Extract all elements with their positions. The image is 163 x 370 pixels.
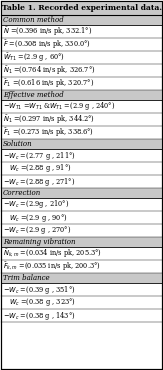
Text: $W_c$ =(2.9 g , 90°): $W_c$ =(2.9 g , 90°) xyxy=(9,212,67,223)
Text: $\bar{F}$ =(0.308 in/s pk, 330.0°): $\bar{F}$ =(0.308 in/s pk, 330.0°) xyxy=(3,38,91,51)
Text: Correction: Correction xyxy=(3,189,41,197)
Bar xyxy=(1,188,162,198)
Text: $\bar{F}_{k,m}$ =(0.035 in/s pk, 200.3°): $\bar{F}_{k,m}$ =(0.035 in/s pk, 200.3°) xyxy=(3,260,101,273)
Bar xyxy=(1,90,162,100)
Bar xyxy=(1,139,162,149)
Bar xyxy=(1,237,162,247)
Text: $\bar{F}_1$ =(0.273 in/s pk, 338.6°): $\bar{F}_1$ =(0.273 in/s pk, 338.6°) xyxy=(3,126,94,139)
Text: $-W_c$ =(0.39 g , 351°): $-W_c$ =(0.39 g , 351°) xyxy=(3,283,75,296)
Text: $W_c$ =(0.38 g , 323°): $W_c$ =(0.38 g , 323°) xyxy=(9,296,76,309)
Text: $\bar{N}_1$ =(0.764 in/s pk, 326.7°): $\bar{N}_1$ =(0.764 in/s pk, 326.7°) xyxy=(3,64,96,77)
Text: $-W_c$ =(2.77 g , 211°): $-W_c$ =(2.77 g , 211°) xyxy=(3,149,76,161)
Text: Common method: Common method xyxy=(3,16,64,24)
Text: $W_c$ =(2.88 g , 91°): $W_c$ =(2.88 g , 91°) xyxy=(9,162,72,175)
Bar xyxy=(1,15,162,25)
Text: $\bar{N}$ =(0.396 in/s pk, 332.1°): $\bar{N}$ =(0.396 in/s pk, 332.1°) xyxy=(3,25,92,38)
Text: $\bar{W}_{T1}$ =(2.9 g , 60°): $\bar{W}_{T1}$ =(2.9 g , 60°) xyxy=(3,51,65,64)
Text: $\bar{N}_{k,m}$ =(0.034 in/s pk, 205.3°): $\bar{N}_{k,m}$ =(0.034 in/s pk, 205.3°) xyxy=(3,247,102,260)
Text: $\bar{N}_1$ =(0.297 in/s pk, 344.2°): $\bar{N}_1$ =(0.297 in/s pk, 344.2°) xyxy=(3,113,95,126)
Bar xyxy=(1,1,162,15)
Text: $-W_c$ =(2.9g , 210°): $-W_c$ =(2.9g , 210°) xyxy=(3,198,69,211)
Text: $-W_c$ =(0.38 g , 143°): $-W_c$ =(0.38 g , 143°) xyxy=(3,309,75,322)
Text: Trim balance: Trim balance xyxy=(3,274,50,282)
Text: Effective method: Effective method xyxy=(3,91,64,99)
Text: $\bar{F}_1$ =(0.616 in/s pk, 320.7°): $\bar{F}_1$ =(0.616 in/s pk, 320.7°) xyxy=(3,77,94,90)
Text: $-W_c$ =(2.88 g , 271°): $-W_c$ =(2.88 g , 271°) xyxy=(3,175,75,188)
Text: Remaining vibration: Remaining vibration xyxy=(3,238,75,246)
Text: $-W_{T1}$ =$W_{T1}$ &$W_{T1}$ =(2.9 g , 240°): $-W_{T1}$ =$W_{T1}$ &$W_{T1}$ =(2.9 g , … xyxy=(3,101,115,112)
Text: $-W_c$ =(2.9 g , 270°): $-W_c$ =(2.9 g , 270°) xyxy=(3,225,71,236)
Text: Solution: Solution xyxy=(3,140,33,148)
Bar xyxy=(1,273,162,283)
Text: Table 1. Recorded experimental data.: Table 1. Recorded experimental data. xyxy=(1,4,162,12)
